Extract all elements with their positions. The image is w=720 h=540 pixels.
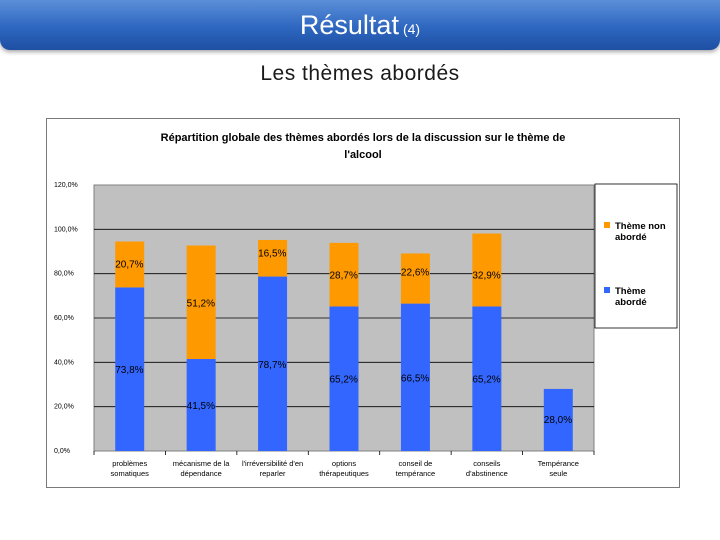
legend-label: abordé (615, 297, 647, 308)
bar-theme-non-aborde (115, 241, 145, 288)
legend-box (594, 183, 678, 329)
y-tick-label: 100,0% (54, 226, 78, 233)
chart-title-line-1: Répartition globale des thèmes abordés l… (161, 132, 566, 144)
bar-theme-aborde (258, 276, 288, 451)
x-category-label: d'abstinence (466, 469, 508, 478)
bar-theme-aborde (186, 359, 216, 451)
chart-frame: Répartition globale des thèmes abordés l… (46, 118, 680, 488)
x-category-label: reparler (260, 469, 286, 478)
bar-theme-non-aborde (472, 233, 502, 307)
x-category-label: mécanisme de la (173, 459, 231, 468)
bar-theme-aborde (400, 303, 430, 451)
legend-swatch (604, 222, 610, 228)
data-label-non-aborde: 16,5% (258, 249, 286, 260)
bar-theme-non-aborde (258, 239, 288, 277)
x-category-label: conseils (473, 459, 500, 468)
y-tick-label: 20,0% (54, 404, 74, 411)
x-category-label: problèmes (112, 459, 147, 468)
bar-theme-non-aborde (186, 245, 216, 360)
legend-label: Thème (615, 286, 646, 297)
x-category-label: tempérance (396, 469, 436, 478)
chart-title-line-2: l'alcool (344, 149, 381, 161)
bar-theme-non-aborde (329, 242, 359, 307)
x-category-label: Tempérance (538, 459, 579, 468)
bar-theme-aborde (472, 306, 502, 451)
data-label-non-aborde: 22,6% (401, 268, 429, 279)
data-label-aborde: 41,5% (187, 401, 215, 412)
x-category-label: seule (549, 469, 567, 478)
legend-swatch (604, 287, 610, 293)
bar-theme-aborde (329, 306, 359, 451)
bar-theme-aborde (115, 287, 145, 451)
data-label-aborde: 28,0% (544, 415, 572, 426)
x-category-label: options (332, 459, 356, 468)
title-bar: Résultat (4) (0, 0, 720, 50)
data-label-non-aborde: 51,2% (187, 298, 215, 309)
bar-theme-aborde (543, 388, 573, 451)
data-label-aborde: 78,7% (258, 360, 286, 371)
y-tick-label: 120,0% (54, 182, 78, 189)
legend-label: Thème non (615, 221, 666, 232)
x-category-label: conseil de (399, 459, 433, 468)
x-category-label: somatiques (111, 469, 150, 478)
x-category-label: thérapeutiques (319, 469, 369, 478)
x-category-label: dépendance (180, 469, 221, 478)
y-tick-label: 40,0% (54, 359, 74, 366)
data-label-aborde: 65,2% (330, 375, 358, 386)
y-tick-label: 80,0% (54, 271, 74, 278)
legend-label: abordé (615, 232, 647, 243)
data-label-aborde: 65,2% (472, 375, 500, 386)
data-label-non-aborde: 28,7% (330, 270, 358, 281)
data-label-aborde: 66,5% (401, 373, 429, 384)
bar-theme-non-aborde (400, 253, 430, 304)
stacked-bar-chart: Répartition globale des thèmes abordés l… (54, 132, 678, 478)
x-category-label: l'irréversibilité d'en (242, 459, 303, 468)
data-label-non-aborde: 32,9% (472, 270, 500, 281)
slide-title: Résultat (299, 10, 399, 40)
data-label-non-aborde: 20,7% (115, 259, 143, 270)
data-label-aborde: 73,8% (115, 365, 143, 376)
slide-title-suffix: (4) (402, 21, 421, 37)
y-tick-label: 0,0% (54, 448, 70, 455)
slide-subtitle: Les thèmes abordés (260, 62, 460, 85)
y-tick-label: 60,0% (54, 315, 74, 322)
